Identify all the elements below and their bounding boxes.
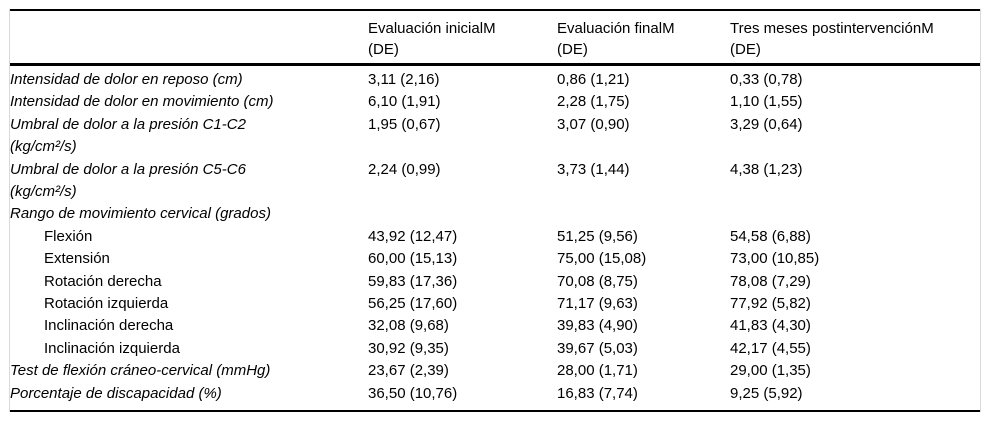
row-label: Rotación derecha <box>44 272 162 290</box>
cell-value: 3,29 (0,64) <box>730 115 803 133</box>
cell-value: 0,86 (1,21) <box>557 71 630 88</box>
cell-value: 23,67 (2,39) <box>368 362 449 380</box>
table-row: Test de flexión cráneo-cervical (mmHg) 2… <box>10 360 980 382</box>
table-row: Rotación derecha 59,83 (17,36) 70,08 (8,… <box>10 271 980 293</box>
cell-value: 75,00 (15,08) <box>557 250 647 268</box>
row-label: Test de flexión cráneo-cervical (mmHg) <box>10 362 271 380</box>
table-body: Intensidad de dolor en reposo (cm) 3,11 … <box>10 65 980 412</box>
cell-value: 16,83 (7,74) <box>557 384 638 402</box>
row-label-line2: (kg/cm²/s) <box>10 183 77 201</box>
column-header-three-months: Tres meses postintervenciónM (DE) <box>730 10 980 66</box>
cell-value: 42,17 (4,55) <box>730 339 811 357</box>
cell-value: 71,17 (9,63) <box>557 295 638 313</box>
table-row: Rotación izquierda 56,25 (17,60) 71,17 (… <box>10 293 980 315</box>
row-label: Umbral de dolor a la presión C5-C6 (kg/c… <box>10 159 368 204</box>
cell-value: 4,38 (1,23) <box>730 160 803 178</box>
table-row: Umbral de dolor a la presión C1-C2 (kg/c… <box>10 114 980 159</box>
cell-value: 32,08 (9,68) <box>368 317 449 335</box>
cell-value: 39,83 (4,90) <box>557 317 638 335</box>
cell-value: 3,07 (0,90) <box>557 115 630 133</box>
results-table: Evaluación inicialM (DE) Evaluación fina… <box>10 9 980 413</box>
cell-value: 73,00 (10,85) <box>730 250 820 268</box>
header-row: Evaluación inicialM (DE) Evaluación fina… <box>10 10 980 66</box>
table-frame: Evaluación inicialM (DE) Evaluación fina… <box>9 9 981 413</box>
cell-value: 36,50 (10,76) <box>368 384 458 402</box>
table-row: Intensidad de dolor en reposo (cm) 3,11 … <box>10 65 980 92</box>
cell-value: 54,58 (6,88) <box>730 227 811 245</box>
table-row: Porcentaje de discapacidad (%) 36,50 (10… <box>10 383 980 411</box>
row-label: Intensidad de dolor en movimiento (cm) <box>10 93 274 111</box>
column-header-line2: (DE) <box>368 41 399 58</box>
cell-value: 1,10 (1,55) <box>730 93 803 111</box>
column-header-line1: Evaluación finalM <box>557 20 675 37</box>
cell-value: 39,67 (5,03) <box>557 339 638 357</box>
table-row: Umbral de dolor a la presión C5-C6 (kg/c… <box>10 159 980 204</box>
row-label-line1: Umbral de dolor a la presión C5-C6 <box>10 160 246 178</box>
row-label: Intensidad de dolor en reposo (cm) <box>10 71 243 88</box>
row-label: Extensión <box>44 250 110 268</box>
cell-value: 56,25 (17,60) <box>368 295 458 313</box>
row-label: Umbral de dolor a la presión C1-C2 (kg/c… <box>10 114 368 159</box>
cell-value: 2,28 (1,75) <box>557 93 630 111</box>
cell-value: 0,33 (0,78) <box>730 71 803 88</box>
cell-value: 78,08 (7,29) <box>730 272 811 290</box>
row-label-line1: Umbral de dolor a la presión C1-C2 <box>10 115 246 133</box>
cell-value <box>557 203 730 225</box>
cell-value: 43,92 (12,47) <box>368 227 458 245</box>
row-label: Inclinación izquierda <box>44 339 180 357</box>
cell-value: 59,83 (17,36) <box>368 272 458 290</box>
cell-value: 51,25 (9,56) <box>557 227 638 245</box>
table-row: Rango de movimiento cervical (grados) <box>10 203 980 225</box>
cell-value: 70,08 (8,75) <box>557 272 638 290</box>
cell-value: 9,25 (5,92) <box>730 384 803 402</box>
cell-value: 28,00 (1,71) <box>557 362 638 380</box>
cell-value: 60,00 (15,13) <box>368 250 458 268</box>
column-header-line2: (DE) <box>557 41 588 58</box>
column-header-initial-eval: Evaluación inicialM (DE) <box>368 10 557 66</box>
table-row: Extensión 60,00 (15,13) 75,00 (15,08) 73… <box>10 248 980 270</box>
cell-value: 41,83 (4,30) <box>730 317 811 335</box>
cell-value: 3,73 (1,44) <box>557 160 630 178</box>
cell-value: 6,10 (1,91) <box>368 93 441 111</box>
cell-value: 77,92 (5,82) <box>730 295 811 313</box>
cell-value: 2,24 (0,99) <box>368 160 441 178</box>
row-label: Inclinación derecha <box>44 317 174 335</box>
cell-value: 29,00 (1,35) <box>730 362 811 380</box>
header-corner-cell <box>10 10 368 66</box>
table-header: Evaluación inicialM (DE) Evaluación fina… <box>10 10 980 66</box>
column-header-line2: (DE) <box>730 41 761 58</box>
table-row: Inclinación izquierda 30,92 (9,35) 39,67… <box>10 338 980 360</box>
row-label: Flexión <box>44 227 93 245</box>
table-row: Flexión 43,92 (12,47) 51,25 (9,56) 54,58… <box>10 226 980 248</box>
cell-value: 1,95 (0,67) <box>368 115 441 133</box>
row-label: Rotación izquierda <box>44 295 169 313</box>
row-label-line2: (kg/cm²/s) <box>10 138 77 156</box>
cell-value: 3,11 (2,16) <box>368 71 440 88</box>
table-row: Inclinación derecha 32,08 (9,68) 39,83 (… <box>10 315 980 337</box>
column-header-line1: Evaluación inicialM <box>368 20 496 37</box>
column-header-line1: Tres meses postintervenciónM <box>730 20 934 37</box>
table-row: Intensidad de dolor en movimiento (cm) 6… <box>10 91 980 113</box>
row-label: Porcentaje de discapacidad (%) <box>10 384 222 402</box>
row-label: Rango de movimiento cervical (grados) <box>10 205 271 223</box>
column-header-final-eval: Evaluación finalM (DE) <box>557 10 730 66</box>
cell-value <box>368 203 557 225</box>
cell-value <box>730 203 980 225</box>
cell-value: 30,92 (9,35) <box>368 339 449 357</box>
